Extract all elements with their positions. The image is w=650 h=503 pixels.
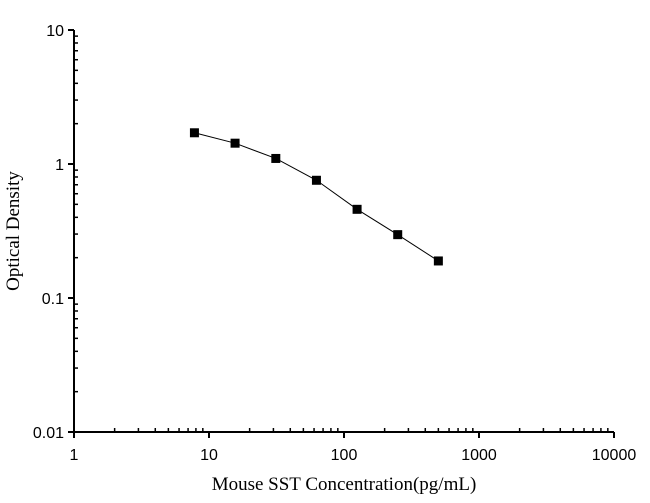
data-point: [230, 138, 240, 148]
data-point: [433, 256, 443, 266]
data-point: [189, 128, 199, 138]
y-tick-label: 0.01: [33, 425, 64, 442]
y-tick-label: 0.1: [42, 291, 64, 308]
data-point: [352, 204, 362, 214]
y-tick-label: 10: [46, 23, 64, 40]
x-axis-label: Mouse SST Concentration(pg/mL): [212, 474, 477, 495]
data-point: [393, 230, 403, 240]
x-tick-label: 10: [200, 447, 218, 464]
y-tick-label: 1: [55, 157, 64, 174]
data-point: [311, 175, 321, 185]
y-axis-label: Optical Density: [3, 171, 24, 291]
x-tick-label: 10000: [592, 447, 637, 464]
data-point: [271, 153, 281, 163]
x-tick-label: 100: [331, 447, 358, 464]
series: [189, 128, 443, 266]
y-tick-labels: 0.01 0.1 1 10: [33, 23, 64, 442]
series-line: [194, 132, 439, 262]
x-tick-label: 1000: [461, 447, 497, 464]
x-tick-labels: 1 10 100 1000 10000: [70, 447, 637, 464]
x-tick-label: 1: [70, 447, 79, 464]
axes: [68, 29, 615, 438]
